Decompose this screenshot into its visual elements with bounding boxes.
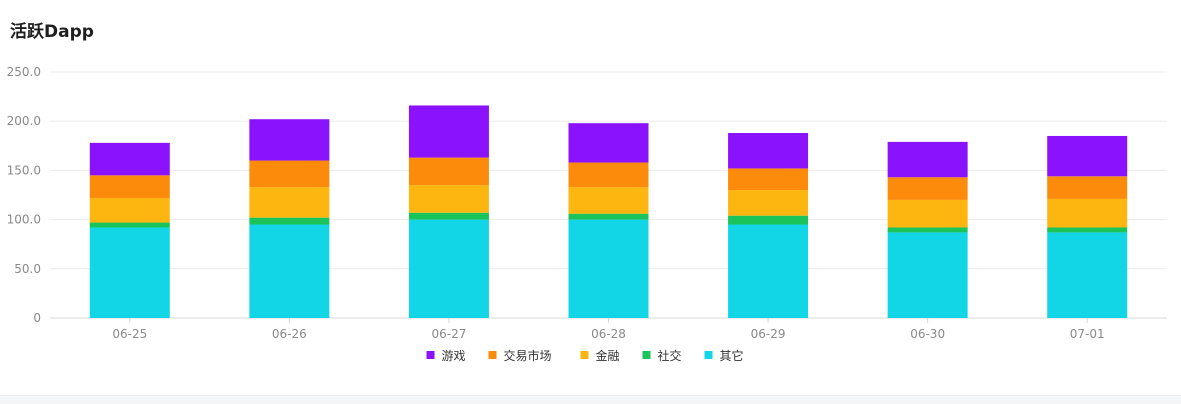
bars — [89, 105, 1128, 318]
x-tick-label: 06-25 — [112, 327, 147, 341]
bar-segment-其它[interactable] — [249, 224, 330, 318]
bar-segment-其它[interactable] — [887, 232, 968, 318]
y-tick-label: 0 — [33, 311, 41, 325]
bar-segment-游戏[interactable] — [568, 123, 649, 163]
bar-segment-交易市场[interactable] — [728, 168, 809, 191]
legend-label: 游戏 — [442, 349, 466, 363]
bar-segment-金融[interactable] — [568, 187, 649, 214]
bar-segment-游戏[interactable] — [89, 142, 170, 176]
legend-swatch — [426, 351, 435, 359]
bar-segment-社交[interactable] — [1047, 227, 1128, 233]
y-tick-label: 150.0 — [7, 163, 41, 177]
x-tick-label: 07-01 — [1070, 327, 1105, 341]
bar-segment-社交[interactable] — [887, 227, 968, 233]
bar-segment-金融[interactable] — [1047, 198, 1128, 228]
bar-segment-社交[interactable] — [408, 212, 489, 220]
bar-segment-金融[interactable] — [728, 190, 809, 216]
y-tick-label: 100.0 — [7, 213, 41, 227]
bar-segment-社交[interactable] — [249, 217, 330, 225]
bar-segment-交易市场[interactable] — [1047, 176, 1128, 199]
y-tick-label: 200.0 — [7, 114, 41, 128]
legend-swatch — [488, 351, 497, 359]
bar-segment-游戏[interactable] — [249, 119, 330, 161]
legend-item[interactable]: 游戏 — [426, 349, 466, 363]
bar-segment-其它[interactable] — [89, 227, 170, 318]
bar-segment-交易市场[interactable] — [887, 177, 968, 200]
legend-item[interactable]: 交易市场 — [488, 348, 552, 363]
bar-segment-其它[interactable] — [568, 219, 649, 318]
legend-item[interactable]: 其它 — [704, 348, 744, 363]
bar-segment-游戏[interactable] — [728, 133, 809, 169]
bar-segment-社交[interactable] — [728, 215, 809, 225]
legend-label: 社交 — [658, 348, 682, 363]
legend-label: 金融 — [596, 348, 620, 363]
legend-swatch — [704, 351, 713, 359]
bar-segment-交易市场[interactable] — [568, 162, 649, 188]
footer-strip — [0, 395, 1181, 404]
legend-item[interactable]: 社交 — [642, 348, 682, 363]
legend-label: 其它 — [720, 348, 744, 363]
legend-label: 交易市场 — [504, 348, 552, 363]
bar-segment-其它[interactable] — [408, 219, 489, 318]
legend-item[interactable]: 金融 — [580, 348, 620, 363]
bar-segment-社交[interactable] — [568, 213, 649, 220]
bar-segment-金融[interactable] — [89, 197, 170, 223]
bar-segment-交易市场[interactable] — [89, 175, 170, 198]
y-tick-label: 50.0 — [14, 262, 41, 276]
legend-swatch — [642, 351, 651, 359]
bar-segment-金融[interactable] — [408, 185, 489, 213]
chart-card: 活跃Dapp 0 50.0 100.0 150.0 200.0 250.0 06-25 06… — [6, 22, 1167, 363]
x-tick-label: 06-27 — [431, 327, 466, 341]
bar-segment-游戏[interactable] — [1047, 135, 1128, 177]
bar-segment-交易市场[interactable] — [249, 160, 330, 188]
x-tick-label: 06-28 — [591, 327, 626, 341]
x-axis-ticks: 06-25 06-26 06-27 06-28 06-29 06-30 07-01 — [112, 318, 1105, 341]
bar-segment-游戏[interactable] — [408, 105, 489, 158]
x-tick-label: 06-30 — [910, 327, 945, 341]
x-tick-label: 06-26 — [272, 327, 307, 341]
y-axis-ticks: 0 50.0 100.0 150.0 200.0 250.0 — [7, 65, 41, 325]
legend-swatch — [580, 351, 589, 359]
chart-title: 活跃Dapp — [10, 22, 94, 42]
y-tick-label: 250.0 — [7, 65, 41, 79]
x-tick-label: 06-29 — [751, 327, 786, 341]
bar-segment-其它[interactable] — [1047, 232, 1128, 318]
bar-segment-社交[interactable] — [89, 222, 170, 228]
bar-segment-金融[interactable] — [887, 199, 968, 228]
bar-segment-交易市场[interactable] — [408, 157, 489, 186]
bar-segment-金融[interactable] — [249, 187, 330, 218]
legend[interactable]: 游戏 交易市场 金融 社交 其它 — [426, 348, 744, 363]
bar-segment-其它[interactable] — [728, 224, 809, 318]
bar-segment-游戏[interactable] — [887, 141, 968, 178]
